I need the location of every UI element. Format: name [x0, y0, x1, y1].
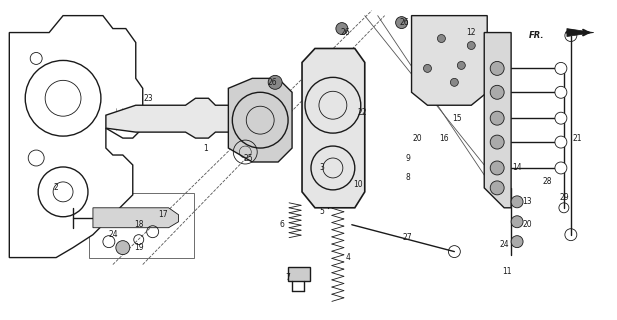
- Circle shape: [511, 236, 523, 248]
- Text: 1: 1: [203, 144, 208, 153]
- Text: 24: 24: [108, 230, 118, 239]
- Bar: [89, 193, 194, 258]
- Circle shape: [116, 241, 130, 255]
- Circle shape: [457, 61, 465, 69]
- Text: 10: 10: [353, 180, 363, 189]
- Polygon shape: [106, 98, 242, 138]
- Circle shape: [555, 62, 567, 74]
- Polygon shape: [93, 208, 178, 228]
- Circle shape: [511, 216, 523, 228]
- Circle shape: [555, 136, 567, 148]
- Bar: [312, 140, 354, 158]
- Text: 20: 20: [413, 133, 423, 143]
- Circle shape: [491, 181, 504, 195]
- Text: 26: 26: [400, 18, 410, 27]
- Text: 11: 11: [502, 267, 512, 276]
- Circle shape: [437, 35, 445, 43]
- Text: 5: 5: [320, 207, 325, 216]
- Polygon shape: [9, 16, 143, 258]
- Polygon shape: [412, 16, 487, 105]
- Text: 14: 14: [512, 164, 522, 172]
- Circle shape: [423, 64, 431, 72]
- Polygon shape: [302, 49, 365, 208]
- Circle shape: [511, 196, 523, 208]
- Circle shape: [491, 111, 504, 125]
- Text: 22: 22: [357, 108, 366, 117]
- Text: FR.: FR.: [529, 31, 545, 40]
- Text: 26: 26: [267, 78, 277, 87]
- Circle shape: [467, 42, 475, 50]
- Text: 6: 6: [280, 220, 284, 229]
- Text: 3: 3: [320, 164, 325, 172]
- Text: 25: 25: [244, 154, 253, 163]
- Text: 4: 4: [346, 253, 350, 262]
- Text: 27: 27: [403, 233, 412, 242]
- Circle shape: [268, 76, 282, 89]
- Text: 29: 29: [559, 193, 569, 202]
- Text: 16: 16: [439, 133, 449, 143]
- Text: 23: 23: [144, 94, 154, 103]
- Bar: [312, 140, 354, 148]
- Circle shape: [555, 86, 567, 98]
- Text: 28: 28: [542, 177, 552, 187]
- Text: 7: 7: [286, 273, 291, 282]
- Text: 15: 15: [452, 114, 462, 123]
- Bar: [288, 267, 310, 282]
- Circle shape: [450, 78, 458, 86]
- Text: 18: 18: [134, 220, 144, 229]
- Text: 13: 13: [522, 197, 532, 206]
- Polygon shape: [567, 28, 594, 36]
- Text: 26: 26: [340, 28, 350, 37]
- Text: 8: 8: [405, 173, 410, 182]
- Text: 24: 24: [499, 240, 509, 249]
- Text: 2: 2: [54, 183, 59, 192]
- Circle shape: [555, 162, 567, 174]
- Circle shape: [491, 135, 504, 149]
- Text: 21: 21: [572, 133, 582, 143]
- Circle shape: [491, 85, 504, 99]
- Text: 12: 12: [466, 28, 476, 37]
- Circle shape: [555, 112, 567, 124]
- Circle shape: [395, 17, 408, 28]
- Circle shape: [336, 23, 348, 35]
- Text: 17: 17: [158, 210, 167, 219]
- Circle shape: [491, 61, 504, 76]
- Text: 19: 19: [134, 243, 144, 252]
- Polygon shape: [228, 78, 292, 162]
- Polygon shape: [484, 33, 511, 208]
- Circle shape: [491, 161, 504, 175]
- Text: 20: 20: [522, 220, 532, 229]
- Text: 9: 9: [405, 154, 410, 163]
